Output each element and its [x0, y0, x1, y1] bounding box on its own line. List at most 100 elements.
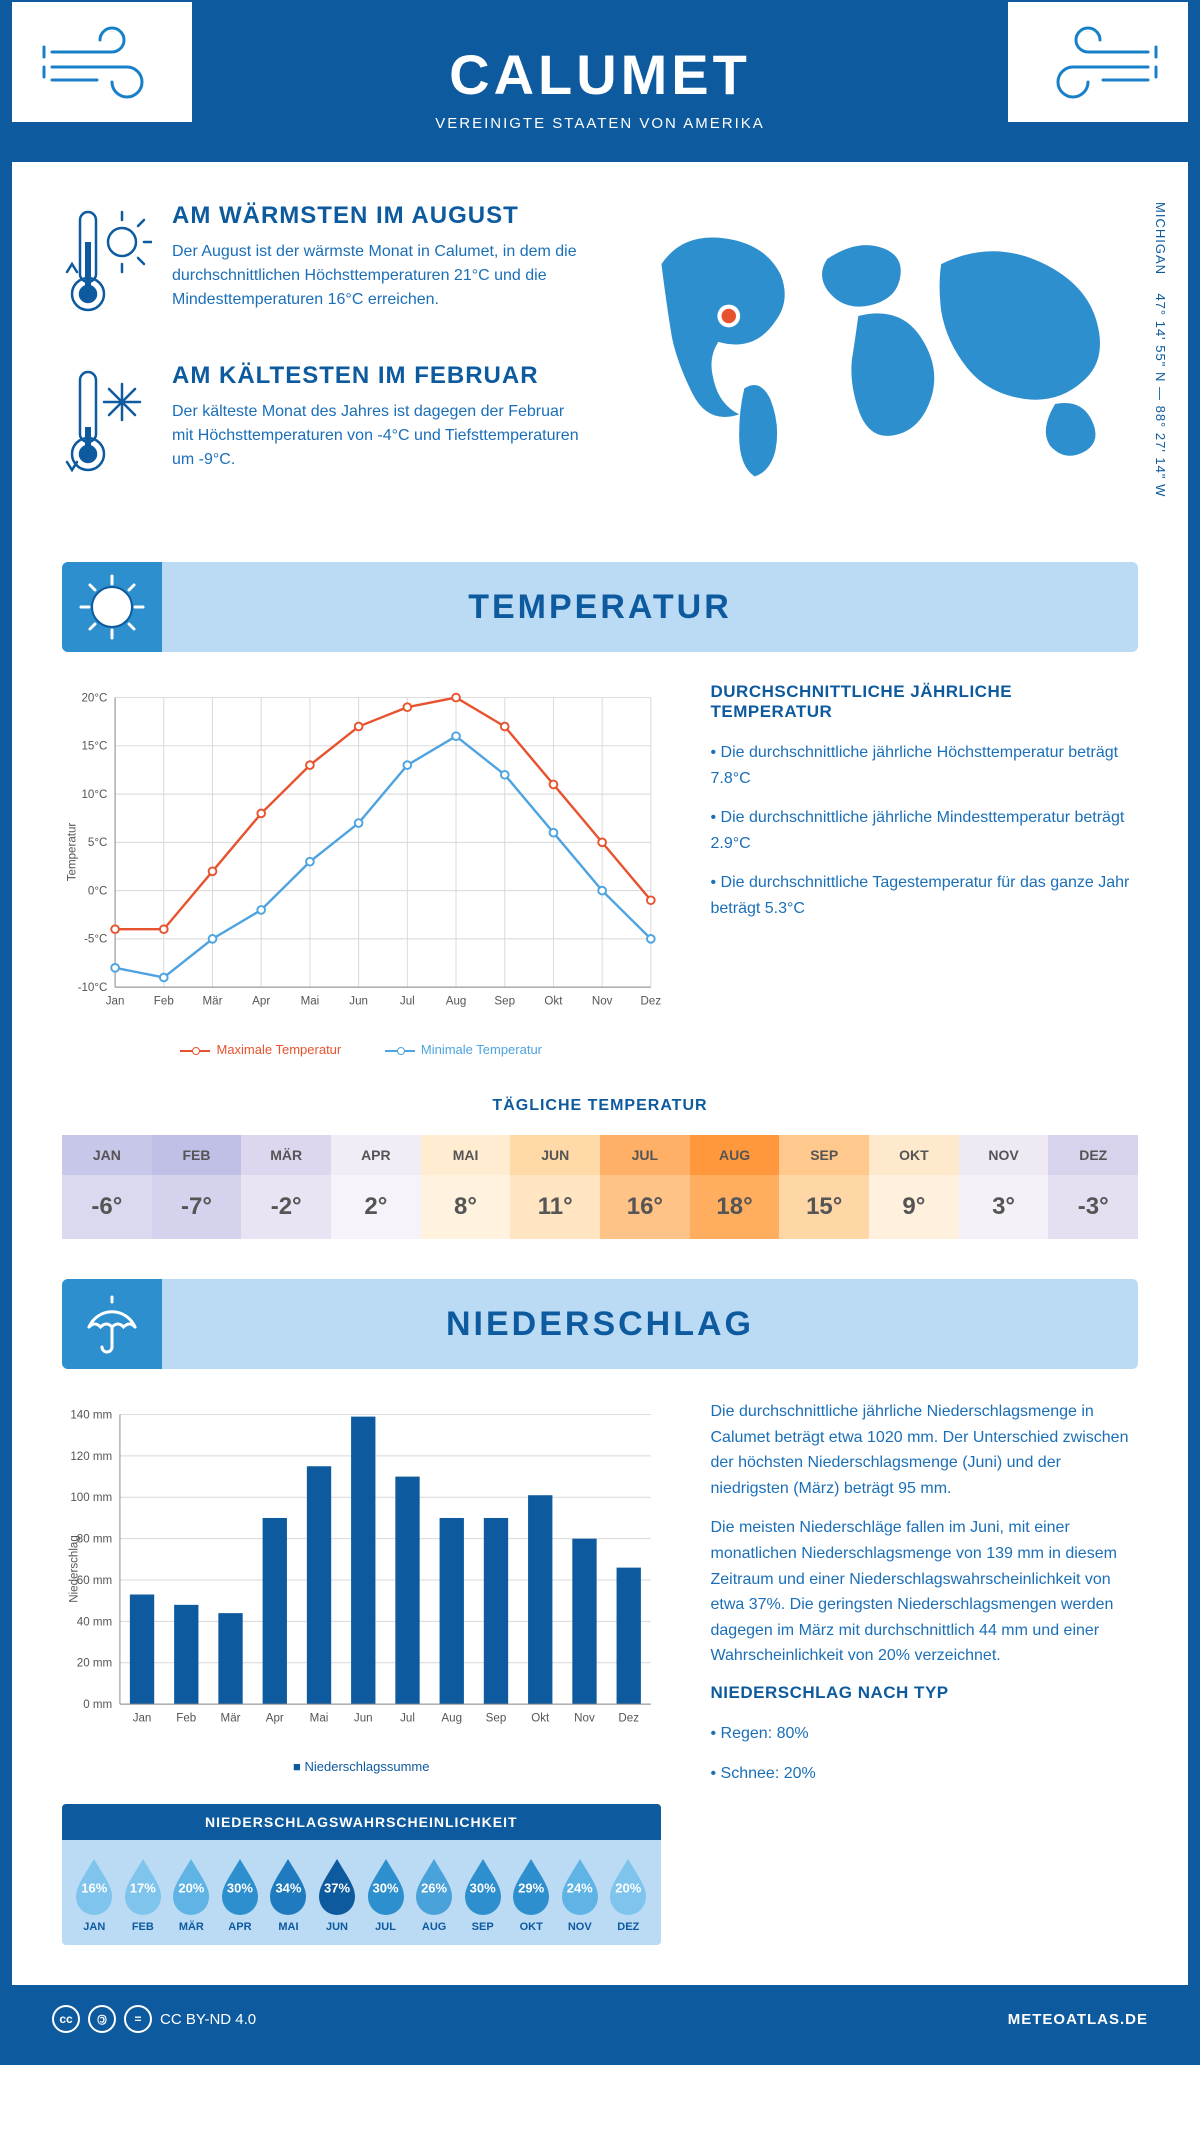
svg-text:20 mm: 20 mm	[77, 1658, 112, 1670]
precip-type-heading: NIEDERSCHLAG NACH TYP	[711, 1683, 1139, 1703]
wind-icon	[1008, 2, 1188, 122]
svg-text:120 mm: 120 mm	[70, 1451, 112, 1463]
coldest-text: Der kälteste Monat des Jahres ist dagege…	[172, 400, 580, 472]
drop-cell: 30%JUL	[361, 1855, 410, 1933]
section-temperature: TEMPERATUR	[62, 562, 1138, 652]
infographic-container: CALUMET VEREINIGTE STAATEN VON AMERIKA A…	[0, 0, 1200, 2065]
by-icon: 🄯	[88, 2005, 116, 2033]
temp-cell: JAN-6°	[62, 1135, 152, 1239]
temp-cell: MÄR-2°	[241, 1135, 331, 1239]
svg-text:Dez: Dez	[618, 1713, 639, 1725]
svg-text:Mai: Mai	[310, 1713, 329, 1725]
svg-text:Jan: Jan	[106, 996, 125, 1008]
svg-text:60 mm: 60 mm	[77, 1575, 112, 1587]
coordinates: MICHIGAN 47° 14' 55" N — 88° 27' 14" W	[1153, 202, 1168, 497]
footer: cc 🄯 = CC BY-ND 4.0 METEOATLAS.DE	[12, 1985, 1188, 2053]
section-precipitation: NIEDERSCHLAG	[62, 1279, 1138, 1369]
drop-cell: 24%NOV	[555, 1855, 604, 1933]
svg-text:Feb: Feb	[154, 996, 174, 1008]
svg-text:Aug: Aug	[446, 996, 467, 1008]
svg-text:15°C: 15°C	[81, 741, 107, 753]
svg-text:0 mm: 0 mm	[83, 1699, 112, 1711]
svg-text:10°C: 10°C	[81, 789, 107, 801]
svg-text:Nov: Nov	[574, 1713, 595, 1725]
precip-text: Die durchschnittliche jährliche Niedersc…	[711, 1399, 1139, 1501]
precip-legend: ■ Niederschlagssumme	[62, 1759, 661, 1774]
svg-text:Mär: Mär	[203, 996, 223, 1008]
section-title: TEMPERATUR	[468, 588, 732, 627]
site-name: METEOATLAS.DE	[1008, 2011, 1148, 2028]
wind-icon	[12, 2, 192, 122]
svg-text:Okt: Okt	[531, 1713, 550, 1725]
temp-facts-heading: DURCHSCHNITTLICHE JÄHRLICHE TEMPERATUR	[711, 682, 1139, 722]
precip-prob-title: NIEDERSCHLAGSWAHRSCHEINLICHKEIT	[62, 1804, 661, 1840]
precip-text: Die meisten Niederschläge fallen im Juni…	[711, 1515, 1139, 1669]
drop-cell: 30%APR	[216, 1855, 265, 1933]
svg-text:80 mm: 80 mm	[77, 1534, 112, 1546]
drop-cell: 34%MAI	[264, 1855, 313, 1933]
sun-icon	[62, 562, 162, 652]
temp-cell: AUG18°	[690, 1135, 780, 1239]
svg-text:Jun: Jun	[354, 1713, 373, 1725]
warmest-heading: AM WÄRMSTEN IM AUGUST	[172, 202, 580, 230]
svg-text:100 mm: 100 mm	[70, 1492, 112, 1504]
svg-text:Okt: Okt	[544, 996, 563, 1008]
svg-text:Nov: Nov	[592, 996, 613, 1008]
warmest-text: Der August ist der wärmste Monat in Calu…	[172, 240, 580, 312]
svg-text:5°C: 5°C	[88, 837, 107, 849]
svg-text:20°C: 20°C	[81, 692, 107, 704]
svg-text:Aug: Aug	[441, 1713, 462, 1725]
svg-text:0°C: 0°C	[88, 885, 107, 897]
svg-text:Jul: Jul	[400, 996, 415, 1008]
temp-legend: Maximale Temperatur Minimale Temperatur	[62, 1042, 661, 1057]
svg-text:40 mm: 40 mm	[77, 1616, 112, 1628]
temp-cell: APR2°	[331, 1135, 421, 1239]
svg-text:Mär: Mär	[221, 1713, 241, 1725]
svg-text:Temperatur: Temperatur	[67, 823, 79, 882]
temp-cell: SEP15°	[779, 1135, 869, 1239]
temp-fact: • Die durchschnittliche jährliche Mindes…	[711, 805, 1139, 856]
precip-probability: NIEDERSCHLAGSWAHRSCHEINLICHKEIT 16%JAN17…	[62, 1804, 661, 1945]
svg-text:Jul: Jul	[400, 1713, 415, 1725]
svg-text:Sep: Sep	[486, 1713, 507, 1725]
svg-text:Sep: Sep	[494, 996, 515, 1008]
thermometer-sun-icon	[62, 202, 152, 327]
drop-cell: 17%FEB	[119, 1855, 168, 1933]
drop-cell: 30%SEP	[458, 1855, 507, 1933]
temp-cell: DEZ-3°	[1048, 1135, 1138, 1239]
temp-cell: JUL16°	[600, 1135, 690, 1239]
drop-cell: 20%MÄR	[167, 1855, 216, 1933]
svg-text:Mai: Mai	[301, 996, 320, 1008]
drop-cell: 37%JUN	[313, 1855, 362, 1933]
precipitation-bar-chart: 0 mm20 mm40 mm60 mm80 mm100 mm120 mm140 …	[62, 1399, 661, 1739]
svg-text:Dez: Dez	[641, 996, 661, 1008]
svg-text:-5°C: -5°C	[84, 934, 107, 946]
world-map	[620, 202, 1138, 482]
intro-section: AM WÄRMSTEN IM AUGUST Der August ist der…	[62, 202, 1138, 522]
coldest-heading: AM KÄLTESTEN IM FEBRUAR	[172, 362, 580, 390]
license: cc 🄯 = CC BY-ND 4.0	[52, 2005, 256, 2033]
precip-type: • Regen: 80%	[711, 1721, 1139, 1747]
daily-temp-table: JAN-6°FEB-7°MÄR-2°APR2°MAI8°JUN11°JUL16°…	[62, 1135, 1138, 1239]
precip-type: • Schnee: 20%	[711, 1761, 1139, 1787]
temp-cell: OKT9°	[869, 1135, 959, 1239]
temperature-line-chart: -10°C -5°C 0°C 5°C 10°C 15°C 20°C Jan Feb Mär Apr M…	[62, 682, 661, 1022]
drop-cell: 29%OKT	[507, 1855, 556, 1933]
svg-text:Niederschlag: Niederschlag	[68, 1535, 80, 1603]
drop-cell: 16%JAN	[70, 1855, 119, 1933]
drop-cell: 26%AUG	[410, 1855, 459, 1933]
svg-text:Apr: Apr	[266, 1713, 284, 1725]
temp-fact: • Die durchschnittliche jährliche Höchst…	[711, 740, 1139, 791]
temp-cell: NOV3°	[959, 1135, 1049, 1239]
temp-cell: JUN11°	[510, 1135, 600, 1239]
svg-text:Feb: Feb	[176, 1713, 196, 1725]
drop-cell: 20%DEZ	[604, 1855, 653, 1933]
svg-text:Jun: Jun	[349, 996, 368, 1008]
svg-text:-10°C: -10°C	[78, 982, 108, 994]
svg-text:Apr: Apr	[252, 996, 270, 1008]
header: CALUMET VEREINIGTE STAATEN VON AMERIKA	[12, 12, 1188, 162]
temp-cell: MAI8°	[421, 1135, 511, 1239]
temp-fact: • Die durchschnittliche Tagestemperatur …	[711, 870, 1139, 921]
temp-cell: FEB-7°	[152, 1135, 242, 1239]
section-title: NIEDERSCHLAG	[446, 1305, 754, 1344]
